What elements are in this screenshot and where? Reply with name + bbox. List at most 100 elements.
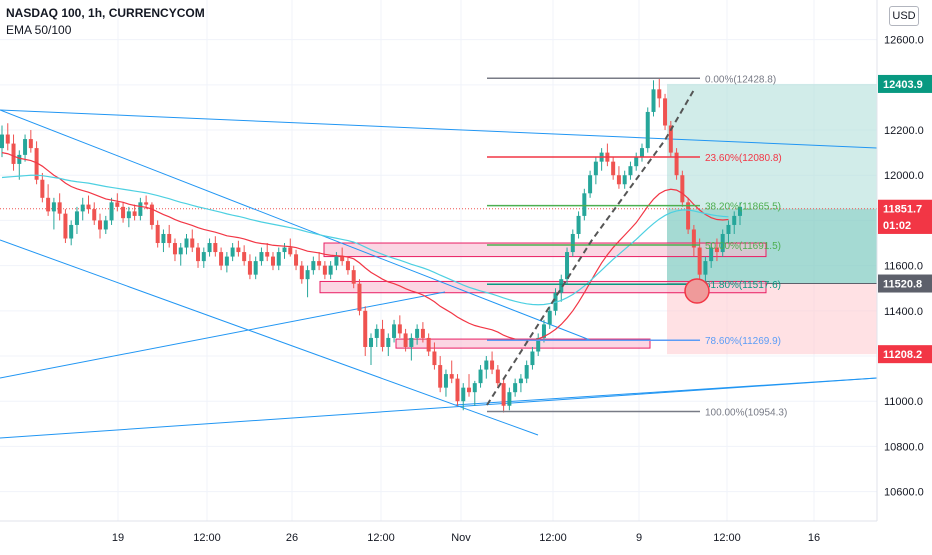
candle-body — [449, 374, 454, 379]
fib-level-label: 100.00%(10954.3) — [705, 408, 787, 419]
candle-body — [651, 89, 656, 112]
candle-body — [28, 139, 33, 149]
candle-body — [167, 233, 172, 244]
candle-body — [409, 337, 414, 347]
candle-body — [109, 202, 114, 221]
candle-body — [732, 215, 737, 225]
currency-button[interactable]: USD — [889, 6, 919, 26]
candle-body — [345, 261, 350, 271]
fib-level-label: 50.00%(11691.5) — [705, 241, 781, 252]
fib-retracement[interactable]: 0.00%(12428.8) 23.60%(12080.8) 38.20%(1186… — [486, 74, 787, 419]
candle-body — [634, 157, 639, 167]
candle-body — [663, 98, 668, 126]
candle-body — [709, 247, 714, 262]
candle-body — [247, 261, 252, 275]
candle-body — [196, 247, 201, 262]
candle-body — [46, 197, 51, 212]
grid — [0, 0, 877, 521]
trend-line — [0, 291, 446, 379]
candle-body — [190, 238, 195, 248]
candle-body — [490, 360, 495, 370]
x-tick-label: 12:00 — [713, 532, 741, 544]
candle-body — [236, 247, 241, 253]
trend-line — [454, 377, 878, 406]
candle-body — [155, 224, 160, 244]
x-tick-label: 19 — [112, 532, 124, 544]
price-label-bg — [878, 345, 932, 364]
candle-body — [622, 175, 627, 185]
candle-body — [242, 252, 247, 262]
candle-body — [680, 175, 685, 203]
y-tick-label: 12200.0 — [884, 125, 924, 137]
candle-body — [40, 179, 45, 198]
candle-body — [518, 378, 523, 384]
candle-body — [184, 238, 189, 248]
y-tick-label: 10600.0 — [884, 487, 924, 499]
zone-box-middle — [319, 280, 767, 294]
candle-body — [51, 202, 56, 212]
candle-body — [363, 310, 368, 347]
candle-body — [276, 252, 281, 266]
candle-body — [501, 383, 506, 406]
position-zones[interactable] — [0, 83, 877, 355]
candle-body — [657, 89, 662, 99]
candle-body — [530, 351, 535, 366]
y-tick-label: 11000.0 — [884, 396, 923, 408]
price-label-bg — [878, 274, 932, 293]
price-label-bg — [878, 215, 932, 234]
candle-body — [121, 206, 126, 219]
candle-body — [57, 202, 62, 214]
candle-body — [294, 254, 299, 266]
candle-body — [576, 215, 581, 234]
candle-body — [144, 202, 149, 205]
candle-body — [726, 224, 731, 234]
candle-body — [478, 369, 483, 384]
x-tick-label: 26 — [286, 532, 298, 544]
price-label-text: 01:02 — [883, 220, 911, 232]
candle-body — [380, 328, 385, 347]
y-tick-label: 11400.0 — [884, 306, 923, 318]
candle-body — [230, 247, 235, 257]
candle-body — [207, 243, 212, 253]
candle-body — [132, 211, 137, 216]
candle-body — [92, 209, 97, 221]
x-tick-label: 12:00 — [539, 532, 567, 544]
candle-body — [80, 204, 85, 212]
trend-channel[interactable] — [0, 109, 878, 439]
zone-box-lower — [395, 338, 651, 349]
x-tick-label: 9 — [636, 532, 642, 544]
candle-body — [126, 211, 131, 219]
candle-body — [397, 324, 402, 334]
fib-level-label: 0.00%(12428.8) — [705, 74, 776, 85]
candle-body — [645, 111, 650, 149]
indicator-legend: EMA 50/100 — [6, 23, 72, 37]
candle-body — [63, 213, 68, 239]
candle-body — [270, 256, 275, 266]
candle-body — [115, 202, 120, 207]
candle-body — [565, 252, 570, 280]
ema-50-line — [1, 152, 729, 342]
candle-body — [138, 202, 143, 216]
ema-lines — [1, 152, 729, 342]
x-tick-label: 16 — [808, 532, 820, 544]
chart-header: NASDAQ 100, 1h, CURRENCYCOM EMA 50/100 — [6, 5, 205, 39]
candle-body — [467, 387, 472, 393]
trend-line — [0, 109, 878, 149]
candle-body — [691, 229, 696, 248]
candle-body — [455, 378, 460, 402]
candle-body — [507, 392, 512, 406]
candle-body — [224, 256, 229, 266]
candle-body — [74, 211, 79, 225]
zone-box-upper — [323, 242, 767, 258]
y-tick-label: 12600.0 — [884, 35, 924, 47]
candle-body — [438, 365, 443, 388]
fib-level-label: 61.80%(11517.6) — [705, 280, 781, 291]
candle-body — [570, 233, 575, 253]
candle-body — [172, 243, 177, 255]
trend-line — [0, 239, 539, 436]
candle-body — [34, 148, 39, 180]
candle-body — [484, 360, 489, 370]
candle-body — [351, 270, 356, 284]
